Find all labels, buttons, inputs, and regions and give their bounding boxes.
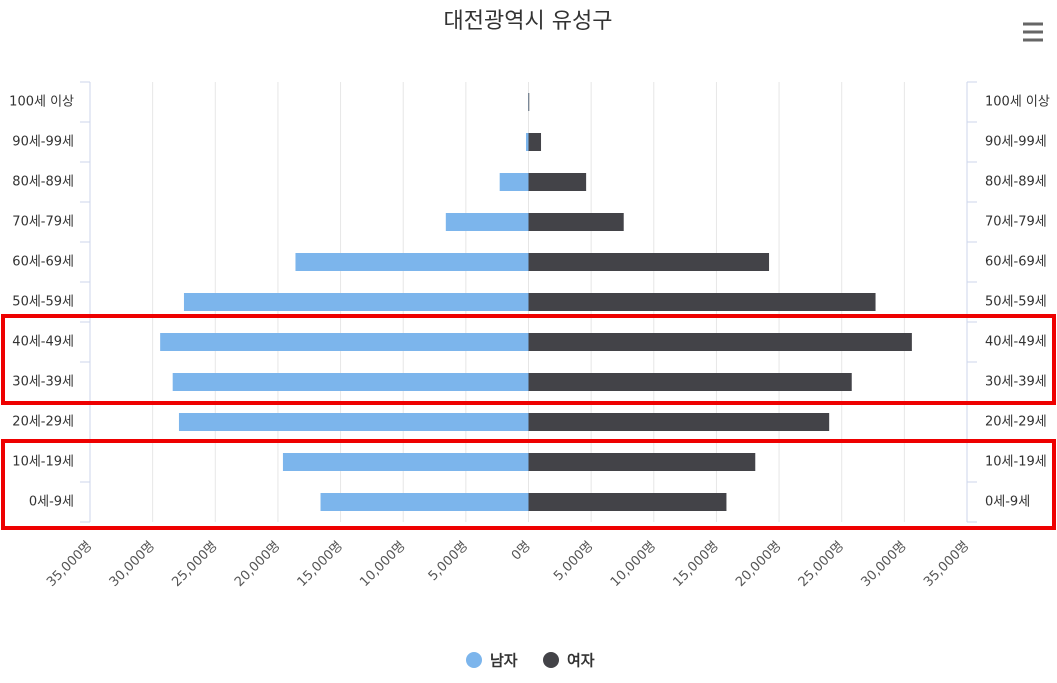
y-tick-label: 40세-49세 (12, 335, 74, 350)
menu-button[interactable] (1023, 22, 1043, 42)
bar (525, 133, 529, 151)
y-tick-label: 70세-79세 (985, 215, 1047, 230)
x-tick-label: 25,000명 (796, 539, 847, 590)
x-tick-label: 35,000명 (44, 539, 95, 590)
bar (160, 333, 529, 351)
highlight-box (1, 439, 1056, 530)
y-tick-label: 30세-39세 (12, 375, 74, 390)
x-tick-label: 10,000명 (357, 539, 408, 590)
bar (528, 373, 852, 391)
legend-marker (543, 652, 559, 668)
bar (528, 333, 912, 351)
legend-marker (466, 652, 482, 668)
y-tick-label: 80세-89세 (985, 175, 1047, 190)
y-tick-label: 70세-79세 (12, 215, 74, 230)
y-tick-label: 100세 이상 (9, 95, 74, 110)
y-tick-label: 90세-99세 (985, 135, 1047, 150)
x-tick-label: 20,000명 (733, 539, 784, 590)
bar (528, 453, 756, 471)
y-tick-label: 60세-69세 (12, 255, 74, 270)
bar (320, 493, 529, 511)
y-tick-label: 0세-9세 (29, 495, 74, 510)
x-tick-label: 25,000명 (169, 539, 220, 590)
bar (528, 133, 542, 151)
y-tick-label: 30세-39세 (985, 375, 1047, 390)
bar (528, 93, 530, 111)
x-tick-label: 10,000명 (608, 539, 659, 590)
y-tick-label: 0세-9세 (985, 495, 1030, 510)
highlight-box (1, 314, 1056, 405)
bar (295, 253, 529, 271)
chart-title: 대전광역시 유성구 (444, 9, 613, 34)
x-tick-label: 30,000명 (107, 539, 158, 590)
y-tick-label: 50세-59세 (985, 295, 1047, 310)
x-tick-label: 35,000명 (921, 539, 972, 590)
plot: 35,000명 30,000명 25,000명 20,000명 15,000명 10,00… (9, 81, 1050, 590)
x-tick-label: 0명 (509, 539, 534, 564)
bar (172, 373, 529, 391)
bar (183, 293, 529, 311)
y-tick-label: 60세-69세 (985, 255, 1047, 270)
y-tick-label: 100세 이상 (985, 95, 1050, 110)
y-tick-label: 20세-29세 (985, 415, 1047, 430)
bar (282, 453, 529, 471)
x-tick-label: 5,000명 (551, 539, 596, 584)
legend-label: 남자 (490, 652, 518, 670)
bar (528, 253, 770, 271)
y-tick-label: 40세-49세 (985, 335, 1047, 350)
y-tick-label: 20세-29세 (12, 415, 74, 430)
x-tick-label: 30,000명 (858, 539, 909, 590)
x-tick-label: 20,000명 (232, 539, 283, 590)
bar (445, 213, 529, 231)
x-tick-label: 15,000명 (295, 539, 346, 590)
y-tick-label: 50세-59세 (12, 295, 74, 310)
y-tick-label: 10세-19세 (12, 455, 74, 470)
bar (528, 493, 727, 511)
y-tick-label: 80세-89세 (12, 175, 74, 190)
bar (499, 173, 529, 191)
bar (528, 413, 830, 431)
bar (528, 173, 587, 191)
bar (528, 293, 876, 311)
bar (178, 413, 529, 431)
legend-label: 여자 (567, 652, 595, 670)
y-tick-label: 90세-99세 (12, 135, 74, 150)
y-tick-label: 10세-19세 (985, 455, 1047, 470)
x-tick-label: 15,000명 (670, 539, 721, 590)
x-tick-label: 5,000명 (426, 539, 471, 584)
bar (528, 213, 624, 231)
